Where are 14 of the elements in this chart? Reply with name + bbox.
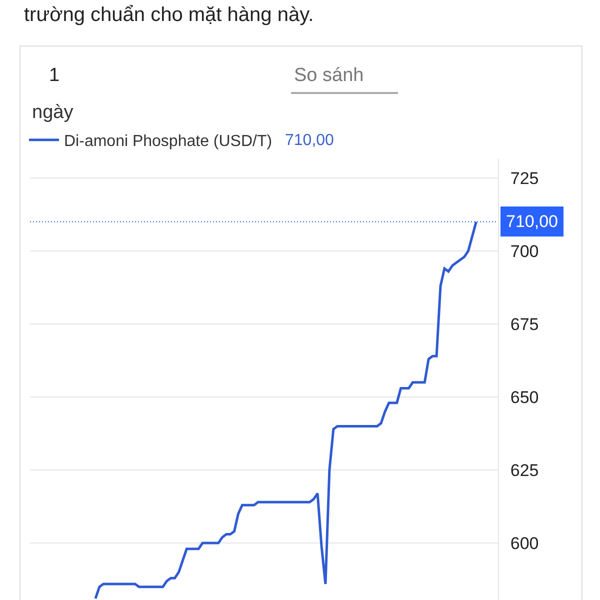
ref-line-label: 710,00 — [506, 212, 558, 231]
text: 710,00 — [285, 132, 334, 149]
text: trường chuẩn cho mặt hàng này. — [24, 4, 314, 26]
text: So sánh — [294, 65, 364, 86]
y-tick-label: 600 — [510, 534, 539, 553]
text: ngày — [32, 102, 74, 123]
text: 1 — [49, 65, 60, 86]
legend-label: Di-amoni Phosphate (USD/T) — [64, 133, 272, 150]
y-tick-label: 675 — [510, 314, 539, 334]
y-tick-label: 700 — [510, 242, 539, 261]
y-tick-label: 650 — [510, 388, 539, 407]
line-series — [94, 220, 478, 600]
y-tick-label: 725 — [510, 168, 539, 188]
y-tick-label: 625 — [510, 460, 539, 480]
